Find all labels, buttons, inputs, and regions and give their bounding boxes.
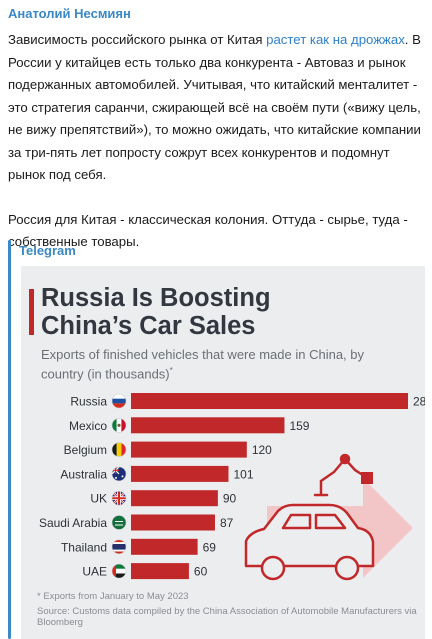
car-icon bbox=[244, 503, 375, 581]
category-label: Saudi Arabia bbox=[39, 516, 107, 530]
title-accent-bar bbox=[29, 289, 34, 335]
value-label: 159 bbox=[289, 419, 309, 433]
bar bbox=[131, 393, 408, 409]
category-label: Belgium bbox=[64, 443, 107, 457]
preview-accent-bar bbox=[8, 240, 11, 639]
chart-subtitle-text: Exports of finished vehicles that were m… bbox=[41, 347, 365, 382]
article-link[interactable]: растет как на дрожжах bbox=[266, 32, 405, 47]
bar bbox=[131, 563, 189, 580]
bar bbox=[131, 417, 285, 434]
uk-flag-icon bbox=[111, 490, 127, 506]
category-label: Russia bbox=[70, 395, 107, 409]
message-text: Зависимость российского рынка от Китая р… bbox=[8, 29, 426, 254]
value-label: 60 bbox=[194, 565, 208, 579]
infographic-canvas: Russia 287 Mexico 159 Belgium 120 Australia 101… bbox=[39, 393, 425, 581]
chart-footnote: * Exports from January to May 2023 bbox=[37, 591, 189, 602]
chart-source: Source: Customs data compiled by the Chi… bbox=[37, 606, 417, 628]
bar bbox=[131, 538, 198, 555]
chart-footnotes: * Exports from January to May 2023 Sourc… bbox=[37, 591, 417, 628]
bar bbox=[131, 514, 215, 531]
preview-image[interactable]: Russia 287 Mexico 159 Belgium 120 Australia 101… bbox=[21, 266, 425, 639]
category-label: Mexico bbox=[69, 419, 107, 433]
chart-title: Russia Is Boosting China’s Car Sales bbox=[41, 284, 271, 340]
chart-subtitle-marker: * bbox=[169, 366, 173, 375]
message-paragraph-1: Зависимость российского рынка от Китая р… bbox=[8, 29, 426, 187]
russia-flag-icon bbox=[111, 393, 127, 409]
category-label: UK bbox=[90, 492, 107, 506]
bar bbox=[131, 490, 218, 507]
message-text-after-link: . В России у китайцев есть только два ко… bbox=[8, 32, 421, 182]
chart-title-line-2: China’s Car Sales bbox=[41, 312, 256, 340]
value-label: 69 bbox=[203, 540, 217, 554]
link-preview[interactable]: Telegram Russia 287 Mexico 159 Belgium 120 Aus… bbox=[8, 240, 430, 639]
category-label: Australia bbox=[60, 467, 107, 481]
car-export-illustration bbox=[244, 453, 413, 581]
category-label: Thailand bbox=[61, 540, 107, 554]
value-label: 287 bbox=[413, 395, 425, 409]
uae-flag-icon bbox=[111, 563, 127, 579]
mexico-flag-icon bbox=[111, 418, 127, 433]
message-text-before-link: Зависимость российского рынка от Китая bbox=[8, 32, 267, 47]
bar bbox=[131, 441, 247, 458]
value-label: 90 bbox=[223, 492, 237, 506]
robotic-arm-icon bbox=[313, 453, 373, 497]
post-author[interactable]: Анатолий Несмиян bbox=[8, 6, 131, 21]
chart-title-line-1: Russia Is Boosting bbox=[41, 284, 271, 312]
category-label: UAE bbox=[82, 565, 107, 579]
australia-flag-icon bbox=[111, 466, 127, 482]
preview-site-name: Telegram bbox=[19, 243, 76, 258]
chart-subtitle: Exports of finished vehicles that were m… bbox=[41, 347, 401, 382]
message-paragraph-2: Россия для Китая - классическая колония.… bbox=[8, 211, 408, 250]
bar bbox=[131, 465, 229, 482]
value-label: 120 bbox=[252, 443, 272, 457]
value-label: 87 bbox=[220, 516, 234, 530]
value-label: 101 bbox=[233, 467, 253, 481]
belgium-flag-icon bbox=[111, 442, 127, 457]
thailand-flag-icon bbox=[111, 539, 127, 555]
saudi-arabia-flag-icon bbox=[111, 515, 127, 530]
